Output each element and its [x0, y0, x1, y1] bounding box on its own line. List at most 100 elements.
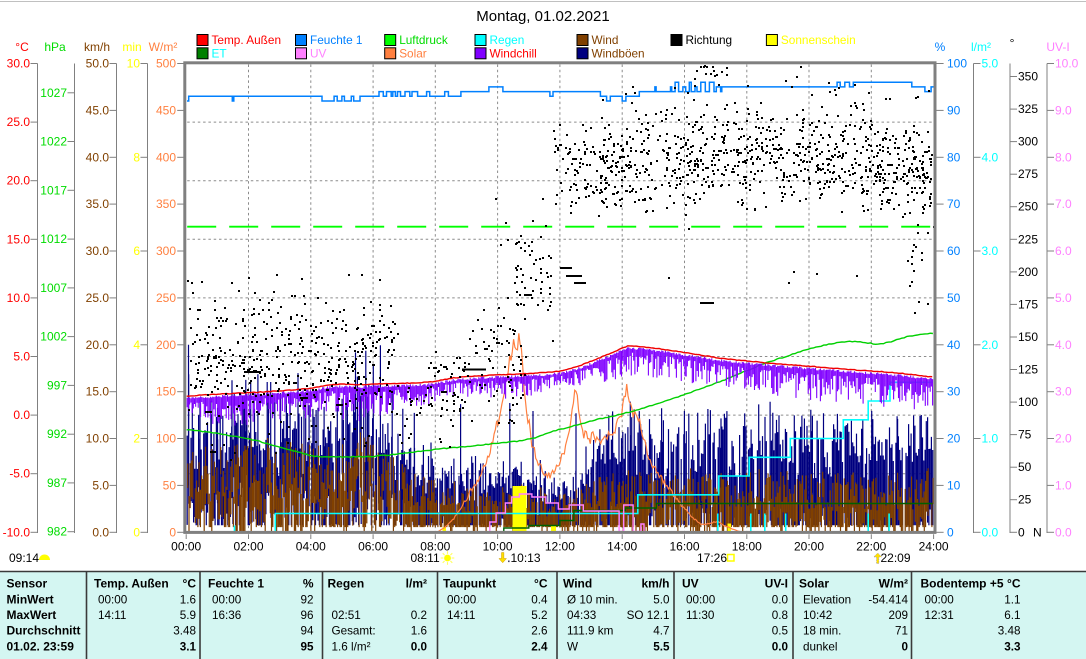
svg-text:0.0: 0.0 [411, 641, 428, 654]
svg-text:UV-I: UV-I [765, 577, 788, 591]
svg-text:1.6: 1.6 [180, 594, 196, 607]
svg-text:200: 200 [156, 338, 176, 352]
svg-text:Luftdruck: Luftdruck [399, 33, 448, 47]
svg-text:Regen: Regen [490, 33, 525, 47]
svg-text:08:00: 08:00 [420, 540, 450, 554]
svg-text:dunkel: dunkel [803, 641, 837, 654]
svg-text:275: 275 [1018, 167, 1038, 181]
svg-text:°C: °C [183, 577, 197, 591]
svg-text:1017: 1017 [40, 183, 67, 197]
svg-text:2.6: 2.6 [531, 625, 547, 638]
svg-text:3.0: 3.0 [1055, 385, 1072, 399]
svg-text:75: 75 [1018, 428, 1032, 442]
svg-text:40.0: 40.0 [86, 150, 110, 164]
svg-text:UV: UV [310, 46, 327, 60]
svg-text:10:00: 10:00 [483, 540, 513, 554]
svg-text:500: 500 [156, 57, 176, 71]
svg-text:0: 0 [901, 641, 908, 654]
svg-text:60: 60 [947, 244, 961, 258]
svg-text:10:13: 10:13 [511, 551, 541, 565]
svg-text:08:11: 08:11 [411, 551, 440, 565]
svg-text:Sonnenschein: Sonnenschein [781, 33, 856, 47]
svg-text:-54.414: -54.414 [868, 594, 908, 607]
svg-text:94: 94 [300, 625, 314, 638]
svg-text:10.0: 10.0 [7, 291, 31, 305]
svg-text:Feuchte 1: Feuchte 1 [208, 577, 264, 591]
svg-text:0.0: 0.0 [13, 408, 30, 422]
svg-text:0.0: 0.0 [982, 525, 999, 539]
svg-text:04:33: 04:33 [567, 609, 596, 622]
svg-text:ET: ET [212, 46, 227, 60]
svg-text:hPa: hPa [44, 40, 66, 54]
svg-text:250: 250 [1018, 200, 1038, 214]
svg-text:0.5: 0.5 [772, 625, 789, 638]
svg-text:350: 350 [156, 197, 176, 211]
svg-text:Durchschnitt: Durchschnitt [7, 624, 81, 638]
svg-text:4: 4 [133, 338, 140, 352]
svg-text:30.0: 30.0 [7, 57, 31, 71]
svg-text:00:00: 00:00 [212, 594, 242, 607]
svg-text:°C: °C [15, 40, 29, 54]
svg-text:00:00: 00:00 [171, 540, 201, 554]
svg-text:95: 95 [300, 641, 314, 654]
svg-text:300: 300 [1018, 135, 1038, 149]
svg-text:3.3: 3.3 [1004, 641, 1021, 654]
svg-text:5.9: 5.9 [180, 609, 196, 622]
svg-text:l/m²: l/m² [971, 40, 991, 54]
svg-text:3.48: 3.48 [998, 625, 1021, 638]
svg-text:%: % [935, 40, 946, 54]
svg-text:30: 30 [947, 385, 961, 399]
svg-text:MinWert: MinWert [7, 593, 54, 607]
svg-text:6: 6 [133, 244, 140, 258]
svg-text:80: 80 [947, 150, 961, 164]
svg-text:0: 0 [133, 525, 140, 539]
svg-text:5.0: 5.0 [92, 478, 109, 492]
svg-text:Montag, 01.02.2021: Montag, 01.02.2021 [476, 8, 609, 25]
svg-text:90: 90 [947, 103, 961, 117]
svg-text:Richtung: Richtung [686, 33, 733, 47]
svg-text:-10.0: -10.0 [3, 525, 31, 539]
svg-text:Bodentemp +5: Bodentemp +5 [921, 577, 1004, 591]
svg-text:l/m²: l/m² [406, 577, 427, 591]
svg-text:50: 50 [163, 478, 177, 492]
svg-text:11:30: 11:30 [686, 609, 715, 622]
svg-text:1027: 1027 [40, 86, 67, 100]
svg-text:Sensor: Sensor [7, 577, 48, 591]
svg-text:3.0: 3.0 [982, 244, 999, 258]
svg-text:0.8: 0.8 [772, 609, 788, 622]
svg-text:6.0: 6.0 [1055, 244, 1072, 258]
svg-text:125: 125 [1018, 363, 1038, 377]
svg-text:01.02. 23:59: 01.02. 23:59 [7, 640, 75, 654]
svg-text:5.0: 5.0 [653, 594, 670, 607]
svg-text:09:14: 09:14 [9, 551, 39, 565]
svg-text:150: 150 [1018, 330, 1038, 344]
svg-text:W: W [567, 641, 578, 654]
svg-text:0.0: 0.0 [92, 525, 109, 539]
svg-text:25.0: 25.0 [86, 291, 110, 305]
svg-text:km/h: km/h [641, 577, 669, 591]
svg-text:111.9 km: 111.9 km [567, 625, 613, 638]
svg-text:7.0: 7.0 [1055, 197, 1072, 211]
svg-text:Temp. Außen: Temp. Außen [212, 33, 282, 47]
svg-text:209: 209 [888, 609, 908, 622]
svg-text:02:00: 02:00 [233, 540, 263, 554]
svg-text:4.7: 4.7 [653, 625, 669, 638]
svg-text:1.0: 1.0 [1055, 478, 1072, 492]
svg-text:02:51: 02:51 [332, 609, 361, 622]
svg-text:04:00: 04:00 [296, 540, 326, 554]
svg-text:50.0: 50.0 [86, 57, 110, 71]
svg-text:20.0: 20.0 [86, 338, 110, 352]
svg-text:SO 12.1: SO 12.1 [627, 609, 670, 622]
svg-text:1022: 1022 [40, 135, 67, 149]
svg-text:25.0: 25.0 [7, 115, 31, 129]
svg-text:25: 25 [1018, 493, 1032, 507]
svg-text:W/m²: W/m² [149, 40, 178, 54]
svg-text:00:00: 00:00 [447, 594, 477, 607]
svg-text:Regen: Regen [328, 577, 365, 591]
svg-text:10: 10 [947, 478, 961, 492]
svg-text:0.4: 0.4 [531, 594, 548, 607]
svg-text:Gesamt:: Gesamt: [332, 625, 376, 638]
svg-text:325: 325 [1018, 102, 1038, 116]
svg-text:17:26: 17:26 [697, 551, 727, 565]
svg-text:8.0: 8.0 [1055, 150, 1072, 164]
